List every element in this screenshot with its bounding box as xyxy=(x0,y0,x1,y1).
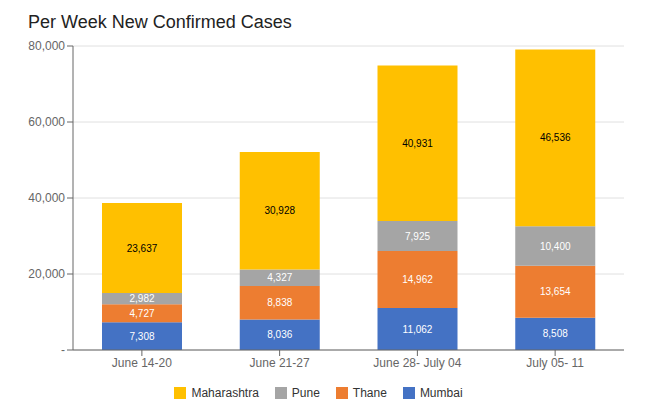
html-text:Per Week New Confirmed Cases: Per Week New Confirmed Cases xyxy=(28,12,292,32)
svg-text:40,000: 40,000 xyxy=(28,191,65,205)
svg-text:4,727: 4,727 xyxy=(129,308,154,319)
svg-text:10,400: 10,400 xyxy=(540,241,571,252)
svg-text:7,925: 7,925 xyxy=(405,231,430,242)
svg-text:2,982: 2,982 xyxy=(129,293,154,304)
svg-text:23,637: 23,637 xyxy=(127,243,158,254)
svg-text:40,931: 40,931 xyxy=(402,138,433,149)
svg-text:8,838: 8,838 xyxy=(267,297,292,308)
svg-text:20,000: 20,000 xyxy=(28,267,65,281)
svg-text:8,036: 8,036 xyxy=(267,329,292,340)
svg-text:80,000: 80,000 xyxy=(28,39,65,53)
svg-text:July 05- 11: July 05- 11 xyxy=(526,356,584,370)
svg-text:-: - xyxy=(61,343,65,357)
html-text:Maharashtra: Maharashtra xyxy=(191,386,259,400)
svg-text:46,536: 46,536 xyxy=(540,132,571,143)
svg-text:June 14-20: June 14-20 xyxy=(112,356,172,370)
svg-text:60,000: 60,000 xyxy=(28,115,65,129)
svg-text:30,928: 30,928 xyxy=(264,205,295,216)
svg-text:7,308: 7,308 xyxy=(129,331,154,342)
html-text:Mumbai: Mumbai xyxy=(419,386,463,400)
html-text:Pune: Pune xyxy=(291,386,320,400)
svg-text:14,962: 14,962 xyxy=(402,274,433,285)
html-text:Thane: Thane xyxy=(352,386,387,400)
svg-text:13,654: 13,654 xyxy=(540,286,571,297)
svg-text:June 21-27: June 21-27 xyxy=(250,356,310,370)
svg-text:8,508: 8,508 xyxy=(543,328,568,339)
svg-text:June 28- July 04: June 28- July 04 xyxy=(373,356,461,370)
svg-text:4,327: 4,327 xyxy=(267,272,292,283)
svg-text:11,062: 11,062 xyxy=(403,324,433,335)
